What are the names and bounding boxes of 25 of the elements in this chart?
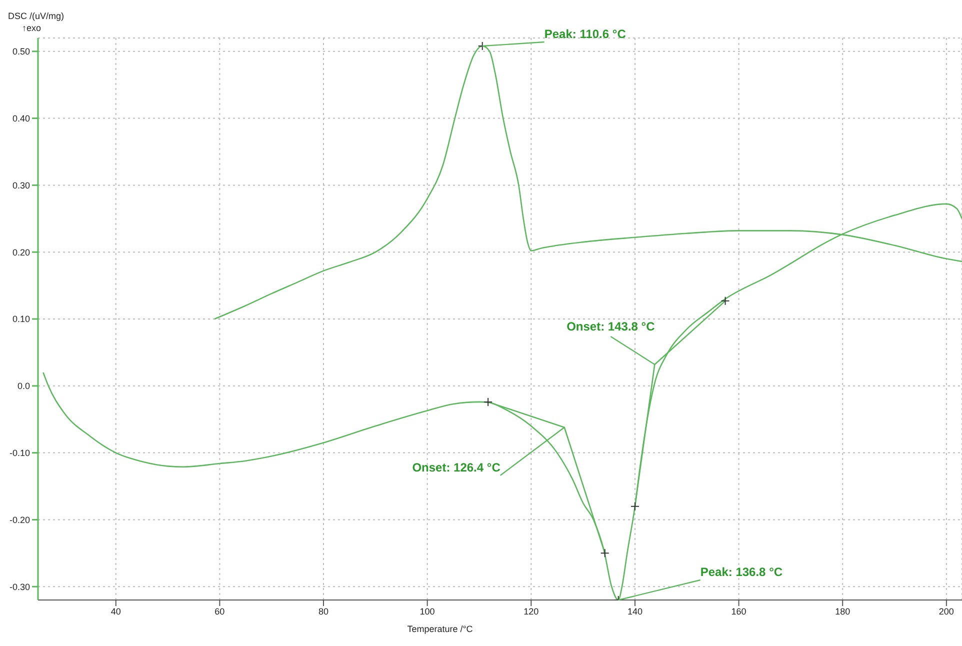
x-axis-title: Temperature /°C [407, 624, 474, 634]
x-tick-label: 140 [627, 606, 642, 616]
y-tick-label: -0.20 [9, 514, 30, 525]
x-tick-label: 180 [835, 606, 850, 616]
x-tick-label: 80 [318, 606, 329, 616]
y-tick-label: 0.0 [17, 381, 30, 392]
y-tick-label: 0.10 [12, 314, 30, 324]
annotation: Onset: 126.4 °C [412, 460, 501, 474]
x-tick-label: 40 [110, 606, 121, 616]
y-tick-label: -0.10 [9, 448, 30, 458]
x-tick-label: 100 [420, 606, 435, 616]
annotation: Onset: 143.8 °C [566, 319, 656, 334]
y-tick-label: 0.40 [12, 113, 30, 124]
x-tick-label: 120 [524, 606, 539, 616]
x-tick-label: 160 [731, 606, 746, 616]
x-tick-label: 200 [938, 606, 954, 616]
y-tick-label: -0.30 [9, 582, 30, 592]
annotation: Peak: 110.6 °C [544, 27, 626, 42]
y-tick-label: 0.30 [12, 180, 30, 190]
y-axis-title: DSC /(uV/mg) [8, 10, 64, 22]
y-tick-label: 0.20 [12, 247, 30, 258]
y-tick-label: 0.50 [12, 46, 30, 57]
annotation: Peak: 136.8 °C [700, 565, 783, 579]
x-tick-label: 60 [214, 606, 225, 616]
text: ↑exo [21, 22, 42, 34]
